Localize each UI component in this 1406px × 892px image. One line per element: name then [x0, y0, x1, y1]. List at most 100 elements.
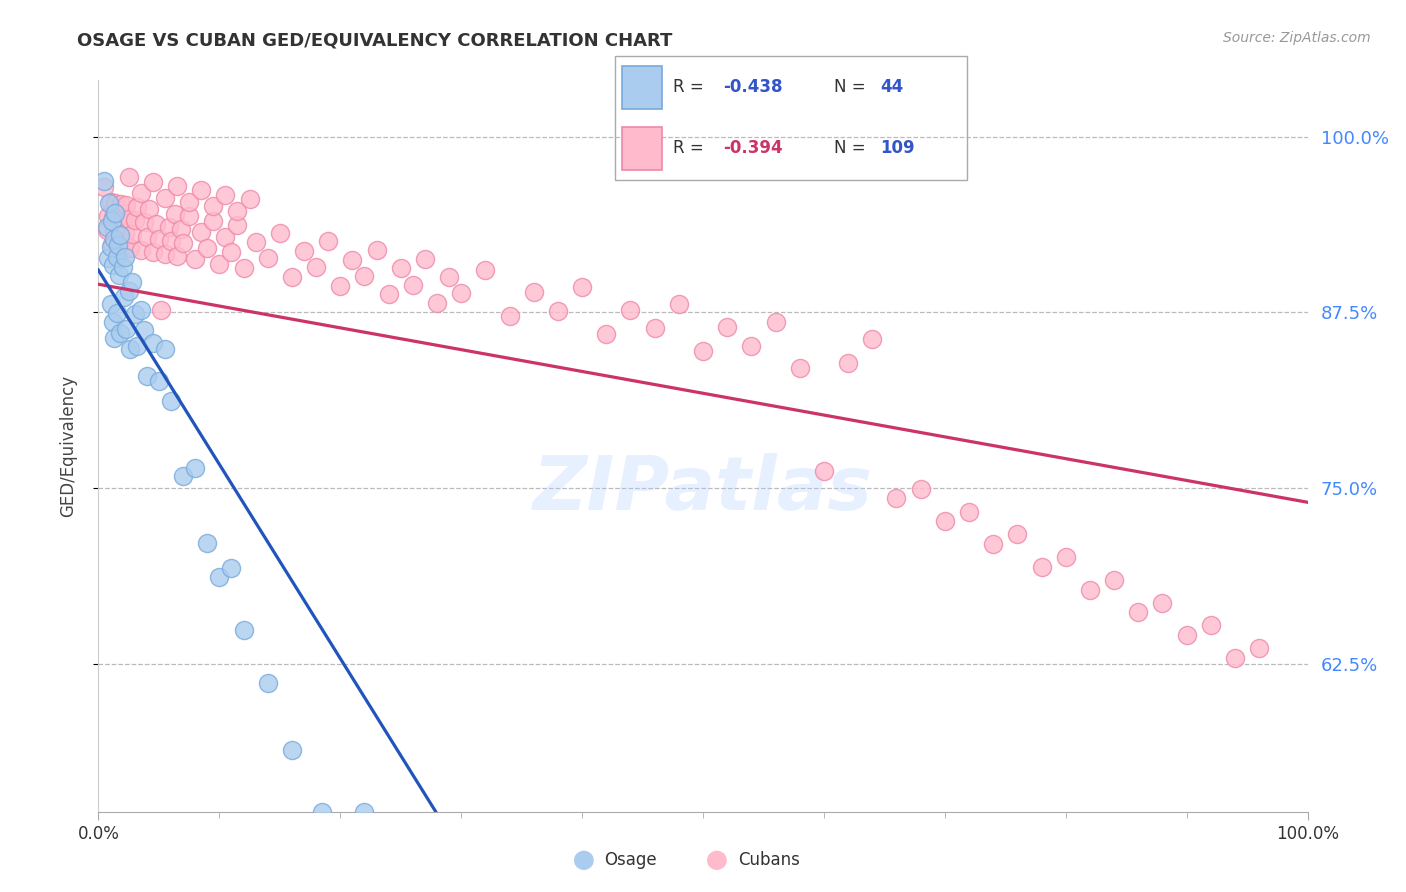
Point [377, 287, 399, 301]
Point [402, 277, 425, 292]
Point [96, 220, 118, 235]
Text: Source: ZipAtlas.com: Source: ZipAtlas.com [1223, 31, 1371, 45]
Point [101, 315, 124, 329]
Point [311, 805, 333, 819]
Point [160, 234, 183, 248]
Point [93, 179, 115, 194]
Point [179, 195, 201, 210]
Text: Cubans: Cubans [738, 851, 800, 869]
Point [129, 186, 152, 201]
Point [157, 219, 180, 234]
Point [474, 262, 496, 277]
Point [981, 537, 1004, 551]
Point [214, 187, 236, 202]
Point [1199, 618, 1222, 632]
Point [179, 209, 201, 223]
Point [105, 238, 128, 252]
Point [105, 306, 128, 320]
Point [166, 249, 188, 263]
Point [127, 339, 149, 353]
Point [450, 286, 472, 301]
Point [172, 469, 194, 483]
Point [232, 261, 254, 276]
Point [957, 504, 980, 518]
Point [108, 239, 131, 253]
Point [153, 247, 176, 261]
Point [118, 342, 141, 356]
Point [100, 194, 122, 209]
Point [281, 269, 304, 284]
Point [269, 226, 291, 240]
Point [1078, 582, 1101, 597]
Text: N =: N = [834, 139, 870, 157]
Point [934, 514, 956, 528]
Point [426, 296, 449, 310]
Point [97, 251, 120, 265]
Point [142, 336, 165, 351]
FancyBboxPatch shape [623, 128, 662, 170]
Point [107, 211, 129, 225]
Point [145, 218, 167, 232]
Point [184, 252, 207, 267]
Point [910, 482, 932, 496]
Point [118, 284, 141, 298]
Point [1007, 527, 1029, 541]
Text: -0.438: -0.438 [723, 78, 782, 96]
Point [93, 174, 115, 188]
Text: N =: N = [834, 78, 870, 96]
Text: 109: 109 [880, 139, 915, 157]
Point [305, 260, 328, 275]
Point [366, 243, 388, 257]
Point [97, 209, 120, 223]
Point [195, 241, 218, 255]
Point [103, 232, 125, 246]
Text: OSAGE VS CUBAN GED/EQUIVALENCY CORRELATION CHART: OSAGE VS CUBAN GED/EQUIVALENCY CORRELATI… [77, 31, 672, 49]
Point [1031, 559, 1053, 574]
Text: Osage: Osage [605, 851, 657, 869]
Point [668, 297, 690, 311]
Point [107, 238, 129, 252]
Point [692, 344, 714, 359]
Point [112, 239, 135, 253]
Point [101, 258, 124, 272]
Point [118, 241, 141, 255]
Point [281, 742, 304, 756]
Point [134, 215, 156, 229]
Point [124, 213, 146, 227]
Point [135, 368, 157, 383]
Point [329, 278, 352, 293]
Point [221, 244, 243, 259]
Text: R =: R = [672, 139, 709, 157]
Point [108, 227, 131, 242]
Point [571, 280, 593, 294]
Point [1102, 573, 1125, 587]
Point [226, 218, 249, 232]
Point [153, 342, 176, 356]
Point [142, 244, 165, 259]
Point [135, 229, 157, 244]
Point [860, 332, 883, 346]
Point [619, 302, 641, 317]
Point [104, 206, 127, 220]
Point [121, 227, 143, 241]
Point [239, 192, 262, 206]
Point [886, 491, 908, 506]
Point [498, 309, 520, 323]
Point [813, 464, 835, 478]
Point [148, 232, 170, 246]
Point [256, 252, 278, 266]
Point [1223, 651, 1246, 665]
Point [789, 361, 811, 376]
Point [172, 236, 194, 251]
Point [121, 276, 143, 290]
Text: ⬤: ⬤ [572, 850, 595, 870]
Point [523, 285, 546, 300]
Point [96, 222, 118, 236]
Point [111, 260, 134, 274]
Point [114, 250, 136, 264]
Point [100, 240, 122, 254]
Point [103, 330, 125, 344]
Point [292, 244, 315, 258]
Text: R =: R = [672, 78, 709, 96]
Point [150, 302, 173, 317]
